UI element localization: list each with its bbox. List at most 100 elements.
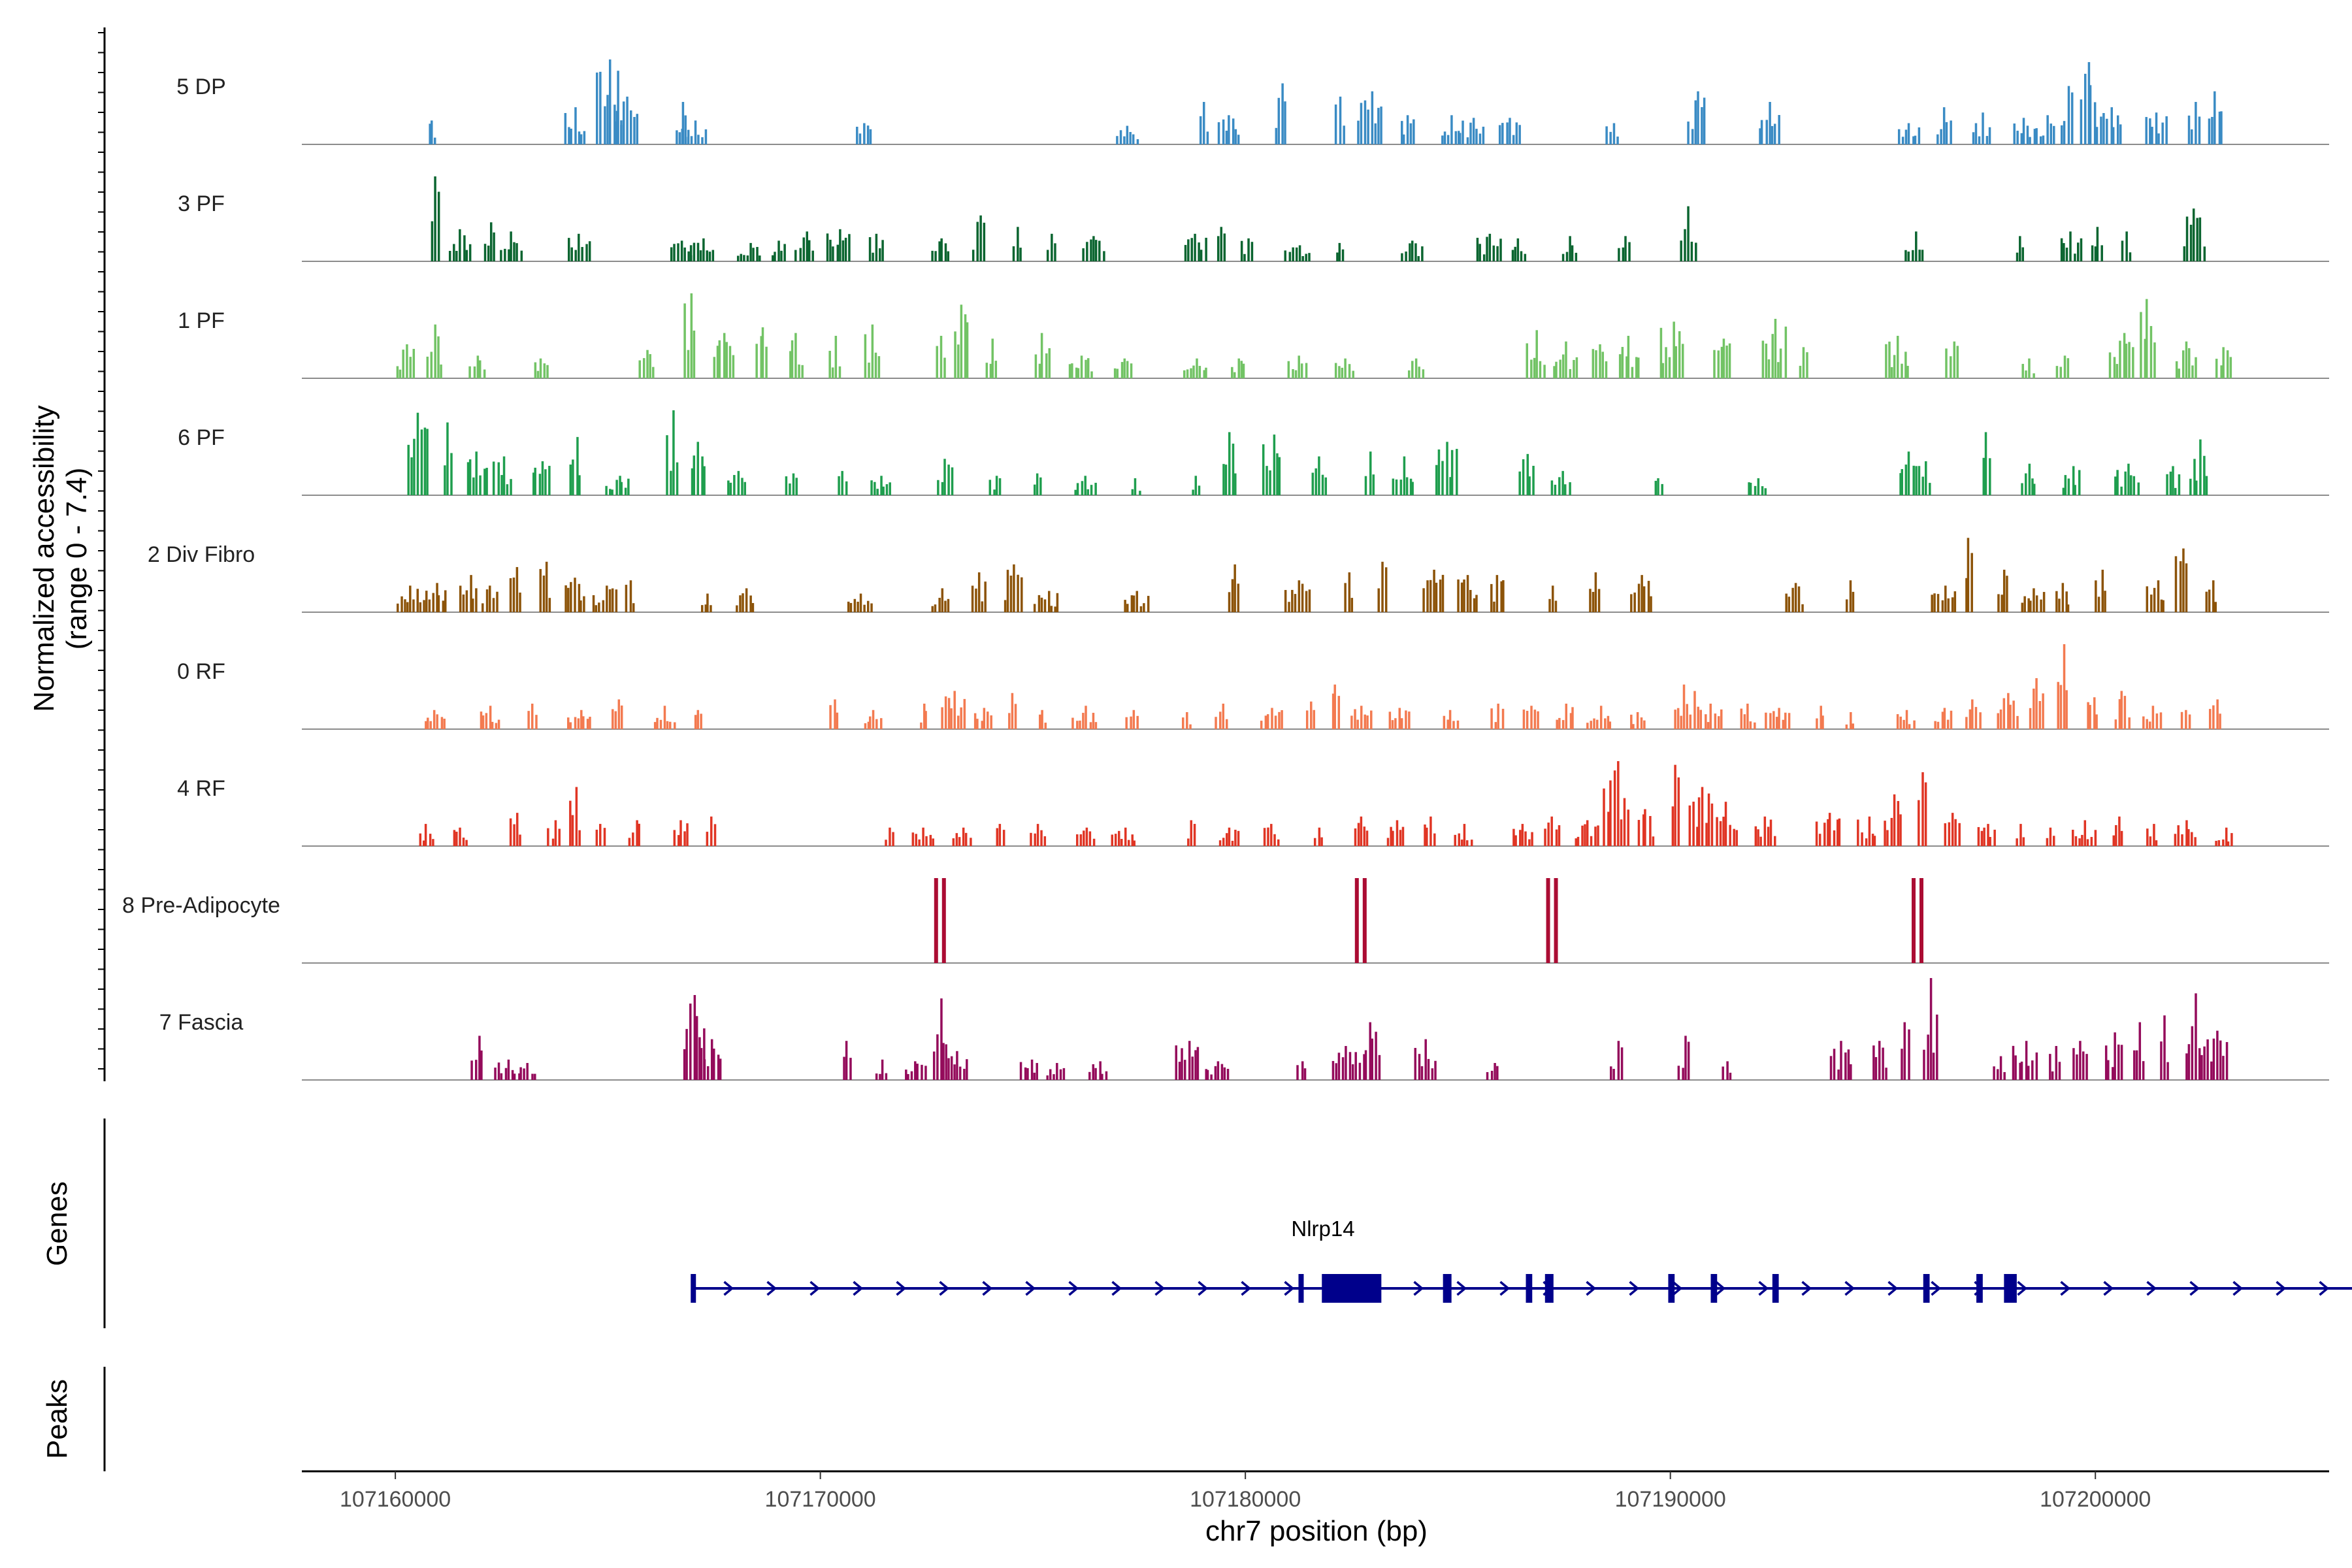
x-tick-label: 107170000 <box>765 1487 876 1512</box>
coverage-bar <box>436 714 438 729</box>
coverage-bar <box>526 1063 529 1080</box>
coverage-bar <box>1911 878 1916 963</box>
coverage-bar <box>1950 120 1952 144</box>
coverage-bar <box>1709 704 1712 729</box>
coverage-bar <box>1143 603 1145 612</box>
coverage-bar <box>2028 358 2031 378</box>
coverage-bar <box>799 248 802 261</box>
coverage-bar <box>1563 484 1567 495</box>
coverage-bar <box>1971 699 1974 729</box>
coverage-bar <box>683 303 686 378</box>
coverage-bar <box>2229 357 2232 378</box>
coverage-bar <box>2119 340 2121 378</box>
coverage-bar <box>1059 1069 1062 1080</box>
coverage-bar <box>1498 125 1501 144</box>
coverage-bar <box>1993 829 1996 846</box>
coverage-bar <box>1635 357 1638 378</box>
coverage-bar <box>1620 819 1623 846</box>
coverage-bar <box>1636 712 1639 729</box>
coverage-bar <box>1420 1066 1424 1080</box>
coverage-bar <box>1761 340 1765 378</box>
coverage-bar <box>1288 602 1290 612</box>
coverage-bar <box>1965 717 1968 729</box>
coverage-bar <box>1232 444 1235 495</box>
coverage-bar <box>1206 131 1209 144</box>
coverage-bar <box>1094 240 1098 261</box>
coverage-bar <box>1427 1058 1430 1080</box>
coverage-bar <box>1908 724 1911 729</box>
coverage-bar <box>1341 367 1344 378</box>
coverage-bar <box>2129 475 2132 495</box>
coverage-bar <box>544 469 547 495</box>
coverage-bar <box>1680 240 1682 261</box>
coverage-bar <box>1360 816 1363 846</box>
coverage-bar <box>826 233 829 261</box>
coverage-bar <box>1849 580 1852 612</box>
coverage-bar <box>1927 1034 1929 1080</box>
coverage-bar <box>489 222 493 261</box>
coverage-bar <box>1929 483 1931 495</box>
coverage-bar <box>1466 137 1469 144</box>
coverage-bar <box>1561 470 1564 495</box>
coverage-bar <box>1193 824 1196 846</box>
coverage-bar <box>646 350 649 378</box>
strand-arrow <box>723 1281 734 1296</box>
coverage-bar <box>1769 102 1771 144</box>
coverage-bar <box>1125 717 1128 729</box>
coverage-bar <box>690 136 693 144</box>
coverage-bar <box>1924 782 1927 846</box>
gene-exon <box>1322 1274 1382 1303</box>
coverage-bar <box>1292 368 1294 378</box>
coverage-bar <box>570 581 572 612</box>
coverage-bar <box>470 1060 473 1080</box>
coverage-bar <box>1729 825 1731 846</box>
coverage-bar <box>1605 126 1608 144</box>
coverage-bar <box>1719 821 1722 846</box>
coverage-bar <box>409 585 412 612</box>
strand-arrow <box>896 1281 907 1296</box>
coverage-bar <box>1129 132 1132 144</box>
coverage-bar <box>1785 593 1788 612</box>
coverage-bar <box>475 451 478 495</box>
coverage-bar <box>1111 834 1114 846</box>
coverage-bar <box>1554 484 1557 495</box>
coverage-bar <box>1983 827 1985 846</box>
coverage-bar <box>480 711 483 729</box>
coverage-bar <box>680 240 683 261</box>
coverage-bar <box>2215 840 2217 846</box>
coverage-bar <box>1788 596 1791 612</box>
coverage-bar <box>2208 709 2212 729</box>
coverage-bar <box>1936 134 1939 144</box>
coverage-bar <box>687 350 690 378</box>
coverage-bar <box>1724 802 1727 846</box>
coverage-bar <box>694 715 697 729</box>
coverage-bar <box>977 572 981 612</box>
coverage-bar <box>1918 250 1921 261</box>
track-7-fascia: 7 Fascia <box>159 978 2329 1081</box>
gene-exon <box>1443 1274 1452 1303</box>
coverage-bar <box>2185 341 2188 378</box>
track-label: 7 Fascia <box>159 1010 244 1035</box>
coverage-bar <box>2230 833 2233 846</box>
coverage-bar <box>1090 485 1093 495</box>
coverage-bar <box>475 1060 478 1080</box>
coverage-bar <box>1993 1066 1995 1080</box>
coverage-bar <box>979 215 982 261</box>
coverage-bar <box>2166 1062 2169 1080</box>
coverage-bar <box>1890 817 1893 846</box>
coverage-bar <box>468 459 472 495</box>
coverage-bar <box>1506 122 1509 144</box>
coverage-bar <box>2227 841 2230 846</box>
coverage-bar <box>1550 816 1553 846</box>
coverage-bar <box>1767 359 1771 378</box>
coverage-bar <box>1482 126 1485 144</box>
coverage-bar <box>1365 830 1369 846</box>
coverage-bar <box>866 125 870 144</box>
coverage-bar <box>611 489 613 495</box>
coverage-bar <box>423 600 425 612</box>
coverage-bar <box>1915 231 1918 261</box>
coverage-bar <box>402 350 404 378</box>
coverage-bar <box>1446 719 1449 729</box>
coverage-bar <box>676 462 679 495</box>
coverage-bar <box>1411 361 1414 378</box>
